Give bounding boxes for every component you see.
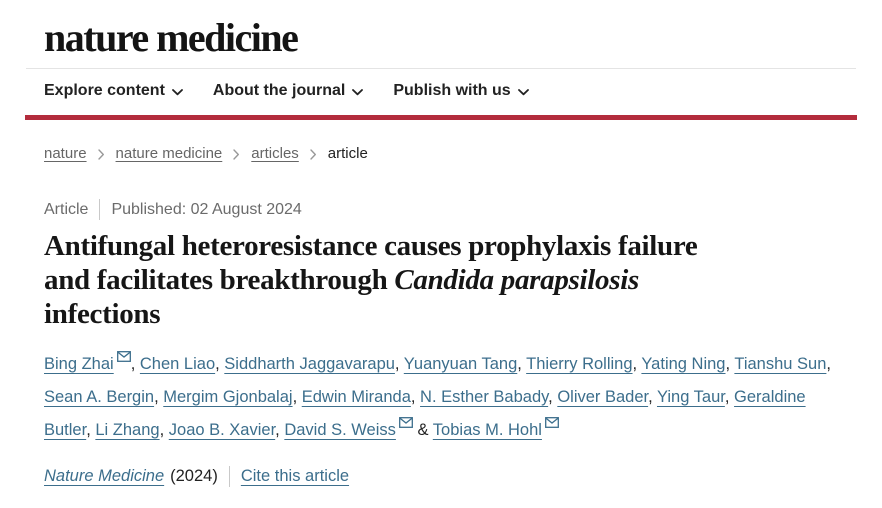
article-title-line: and facilitates breakthrough Candida par…	[44, 264, 639, 296]
author-link-oliver-bader[interactable]: Oliver Bader	[557, 388, 649, 406]
envelope-icon[interactable]	[116, 341, 131, 374]
author-separator: ,	[548, 388, 558, 406]
author-separator: ,	[154, 388, 164, 406]
chevron-down-icon	[352, 88, 364, 96]
author-separator: ,	[275, 421, 285, 439]
author-link-bing-zhai[interactable]: Bing Zhai	[44, 355, 114, 373]
article-title-line: infections	[44, 298, 161, 330]
journal-year: (2024)	[170, 467, 218, 485]
article-title-line: Antifungal heteroresistance causes proph…	[44, 230, 698, 262]
cite-this-article-link[interactable]: Cite this article	[240, 467, 350, 485]
cite-line: Nature Medicine (2024) Cite this article	[44, 466, 838, 487]
author-link-chen-liao[interactable]: Chen Liao	[139, 355, 216, 373]
nav-item-label: Explore content	[44, 82, 165, 99]
author-separator: ,	[517, 355, 527, 373]
header-divider	[26, 68, 856, 69]
author-link-yuanyuan-tang[interactable]: Yuanyuan Tang	[403, 355, 518, 373]
chevron-right-icon	[233, 148, 240, 160]
author-link-tobias-m-hohl[interactable]: Tobias M. Hohl	[432, 421, 542, 439]
chevron-down-icon	[517, 88, 529, 96]
author-link-edwin-miranda[interactable]: Edwin Miranda	[301, 388, 411, 406]
nav-item-publish-with-us[interactable]: Publish with us	[393, 82, 529, 100]
author-link-sean-a-bergin[interactable]: Sean A. Bergin	[44, 388, 155, 406]
nav-item-label: About the journal	[212, 82, 346, 99]
journal-accent-rule	[25, 115, 857, 120]
chevron-down-icon	[172, 88, 183, 96]
author-link-ying-taur[interactable]: Ying Taur	[656, 388, 725, 406]
nav-item-explore-content[interactable]: Explore content	[44, 82, 183, 100]
breadcrumb-item-nature[interactable]: nature	[44, 145, 87, 162]
vertical-divider	[99, 199, 101, 220]
breadcrumb-item-articles[interactable]: articles	[251, 145, 299, 162]
published-date: Published: 02 August 2024	[111, 200, 302, 218]
envelope-icon[interactable]	[544, 407, 559, 440]
journal-logo[interactable]: nature medicine	[44, 15, 299, 60]
journal-link[interactable]: Nature Medicine	[44, 467, 165, 485]
author-link-yating-ning[interactable]: Yating Ning	[641, 355, 726, 373]
author-link-li-zhang[interactable]: Li Zhang	[95, 421, 160, 439]
article-type-label: Article	[44, 200, 89, 218]
chevron-right-icon	[310, 148, 317, 160]
author-separator: ,	[215, 355, 225, 373]
breadcrumb-item-article: article	[327, 145, 368, 162]
nav-item-about-the-journal[interactable]: About the journal	[212, 82, 364, 100]
author-separator: ,	[648, 388, 657, 406]
chevron-right-icon	[97, 148, 105, 160]
article-meta: Article Published: 02 August 2024	[44, 199, 838, 220]
author-link-mergim-gjonbalaj[interactable]: Mergim Gjonbalaj	[163, 388, 293, 406]
author-separator: ,	[632, 355, 642, 373]
author-separator: ,	[130, 355, 140, 373]
author-separator: ,	[410, 388, 421, 406]
author-list: Bing Zhai, Chen Liao, Siddharth Jaggavar…	[44, 348, 838, 447]
author-separator: ,	[86, 421, 96, 439]
author-separator: &	[412, 421, 433, 439]
envelope-icon[interactable]	[398, 407, 413, 440]
main-nav: Explore content About the journal Publish …	[44, 69, 838, 115]
breadcrumb-item-nature-medicine[interactable]: nature medicine	[115, 145, 223, 162]
vertical-divider	[228, 466, 230, 487]
author-link-joao-b-xavier[interactable]: Joao B. Xavier	[168, 421, 276, 439]
author-link-thierry-rolling[interactable]: Thierry Rolling	[526, 355, 633, 373]
article-title: Antifungal heteroresistance causes proph…	[44, 229, 838, 331]
author-link-geraldine-butler[interactable]: Geraldine Butler	[44, 388, 806, 439]
article-header: Article Published: 02 August 2024 Antifu…	[0, 199, 882, 487]
author-separator: ,	[292, 388, 302, 406]
author-separator: ,	[826, 355, 831, 373]
site-header: nature medicine Explore content About the…	[0, 0, 882, 120]
author-separator: ,	[724, 388, 735, 406]
author-link-david-s-weiss[interactable]: David S. Weiss	[284, 421, 396, 439]
author-separator: ,	[394, 355, 404, 373]
author-separator: ,	[159, 421, 169, 439]
author-link-siddharth-jaggavarapu[interactable]: Siddharth Jaggavarapu	[224, 355, 395, 373]
breadcrumb: nature nature medicine articles article	[44, 145, 838, 162]
author-separator: ,	[725, 355, 735, 373]
author-link-tianshu-sun[interactable]: Tianshu Sun	[734, 355, 827, 373]
author-link-n-esther-babady[interactable]: N. Esther Babady	[420, 388, 549, 406]
nav-item-label: Publish with us	[393, 82, 511, 99]
